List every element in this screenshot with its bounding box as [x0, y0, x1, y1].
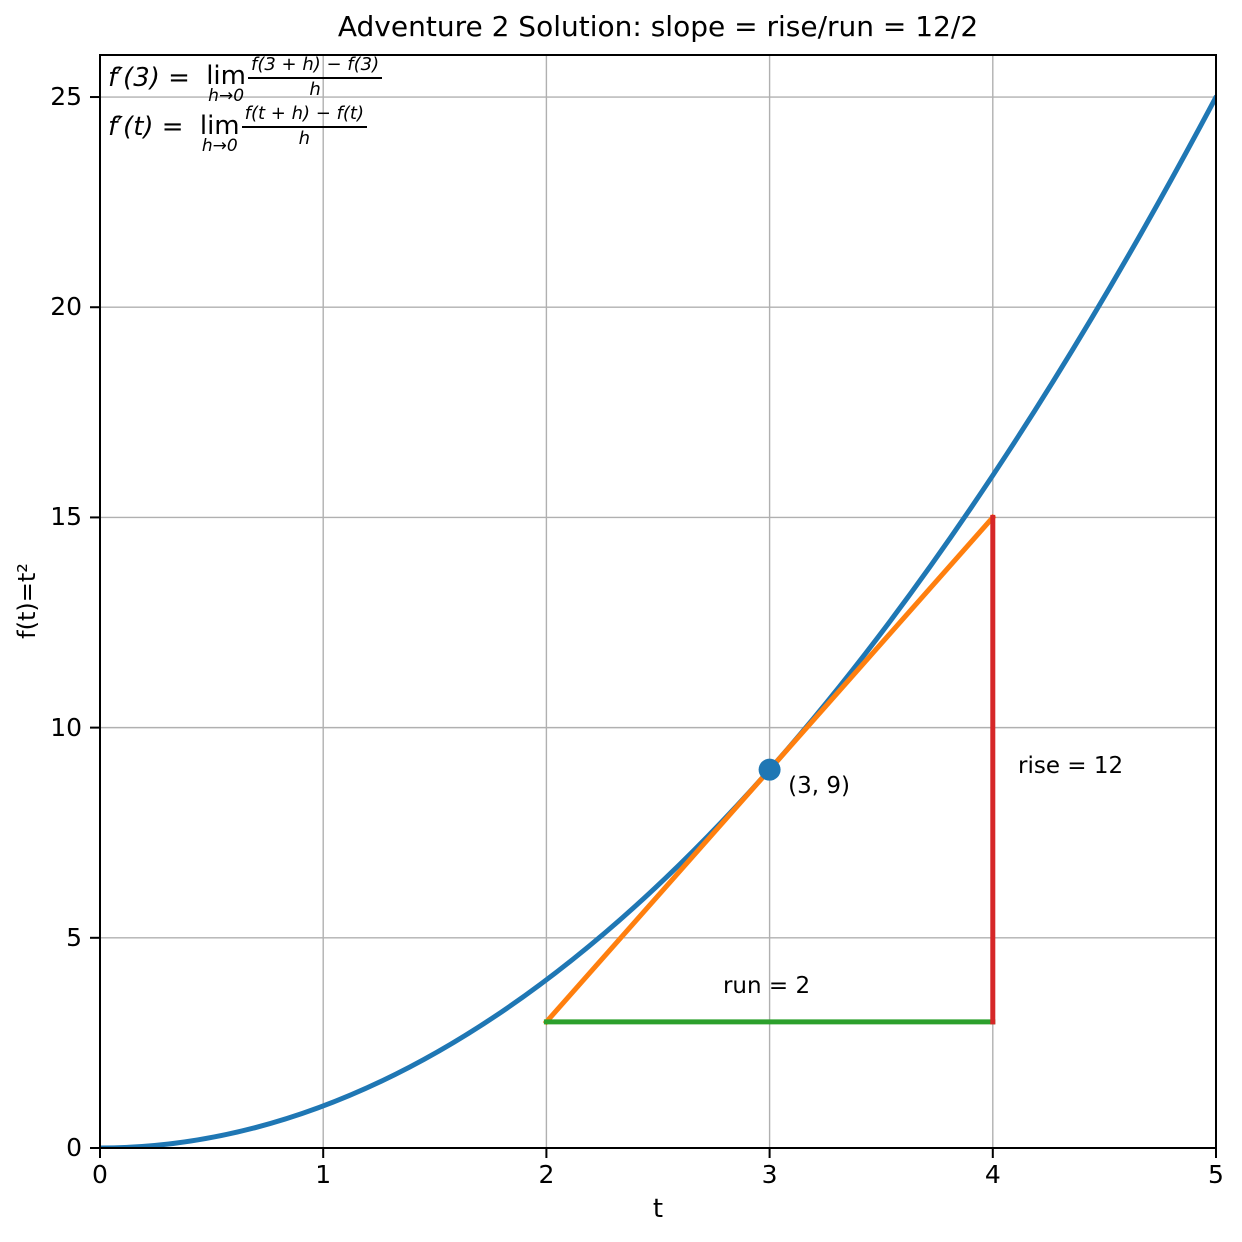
- run-label: run = 2: [722, 972, 811, 999]
- axes-frame: [99, 54, 1217, 1149]
- formula-lhs: f′(t) =: [108, 112, 192, 143]
- limit-subscript: h→0: [201, 135, 238, 156]
- y-tick-label: 20: [50, 292, 82, 322]
- y-tick-label: 15: [50, 502, 82, 532]
- y-tick-label: 0: [66, 1133, 82, 1162]
- formula-fraction: f(3 + h) − f(3) h: [247, 54, 383, 100]
- formula-limit: lim h→0: [200, 111, 240, 156]
- formula-limit: lim h→0: [206, 61, 246, 106]
- fraction-denominator: h: [298, 128, 311, 150]
- x-axis-label: t: [652, 1194, 664, 1224]
- rise-label: rise = 12: [1018, 752, 1124, 779]
- fraction-numerator: f(t + h) − f(t): [241, 104, 367, 129]
- x-tick-label: 0: [92, 1160, 108, 1189]
- x-tick-label: 1: [315, 1160, 332, 1189]
- limit-word: lim: [199, 110, 240, 141]
- derivative-formula-at-3: f′(3) = lim h→0 f(3 + h) − f(3) h: [108, 54, 383, 106]
- x-tick-label: 4: [984, 1160, 1001, 1189]
- chart-title: Adventure 2 Solution: slope = rise/run =…: [337, 10, 979, 43]
- limit-word: lim: [206, 61, 246, 92]
- fraction-numerator: f(3 + h) − f(3): [247, 54, 383, 79]
- point-label: (3, 9): [788, 773, 850, 800]
- y-tick-label: 25: [50, 82, 82, 112]
- fraction-denominator: h: [309, 78, 321, 100]
- derivative-formula-general: f′(t) = lim h→0 f(t + h) − f(t) h: [108, 104, 382, 156]
- tangency-point-marker: [758, 758, 781, 781]
- x-tick-label: 5: [1208, 1160, 1224, 1189]
- y-tick-label: 10: [50, 712, 82, 742]
- y-tick-label: 5: [66, 922, 82, 952]
- x-tick-label: 3: [761, 1160, 778, 1189]
- formula-fraction: f(t + h) − f(t) h: [241, 104, 367, 150]
- series-curve: [100, 94, 1216, 1148]
- formula-block: f′(3) = lim h→0 f(3 + h) − f(3) h f′(t) …: [108, 54, 383, 156]
- formula-lhs: f′(3) =: [108, 62, 199, 93]
- x-tick-label: 2: [538, 1160, 555, 1189]
- limit-subscript: h→0: [208, 86, 245, 107]
